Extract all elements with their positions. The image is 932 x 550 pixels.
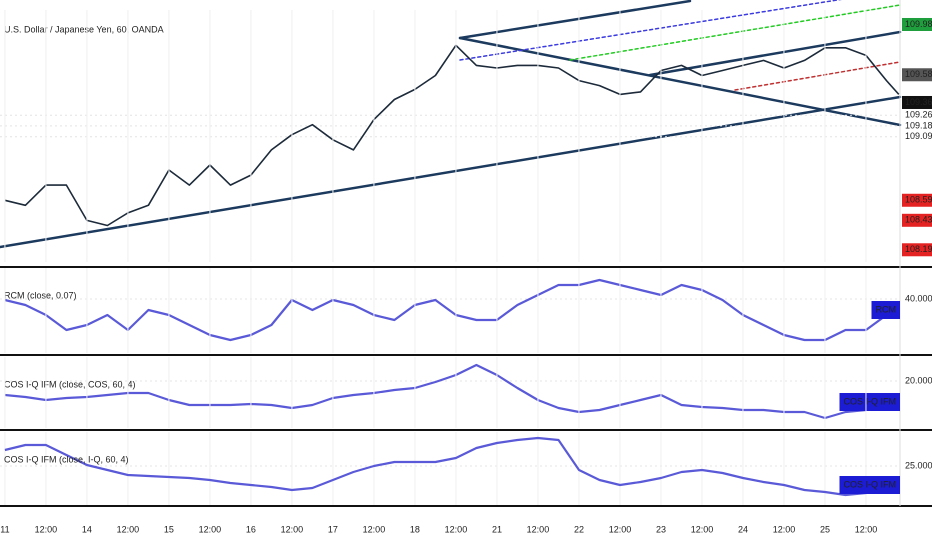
x-tick-label: 12:00 [527,524,550,534]
x-tick-label: 12:00 [609,524,632,534]
price-marker-box [902,17,932,31]
price-marker-label: 109.985 [905,19,932,29]
x-tick-label: 17 [328,524,338,534]
indicator-badge: COS I-Q IFM [839,393,900,411]
trend-line [648,30,902,77]
series-line [4,278,900,342]
x-tick-label: 16 [246,524,256,534]
y-tick-label: 109.18 [905,120,932,130]
price-marker-box [902,68,932,82]
x-tick-label: 12:00 [35,524,58,534]
indicator-badge: COS I-Q IFM [839,476,900,494]
price-marker-label: 108.197 [905,244,932,254]
badge-box [839,476,900,494]
pane-title: U.S. Dollar / Japanese Yen, 60, OANDA [4,24,164,34]
price-marker-label: 109.366 [905,97,932,107]
badge-label: RCM [876,304,897,314]
series-line [4,44,900,227]
x-tick-label: 12:00 [281,524,304,534]
price-marker-label: 108.431 [905,215,932,225]
badge-label: COS I-Q IFM [844,396,897,406]
fib-line [734,61,901,91]
trend-line [0,95,902,249]
trend-line [458,0,692,40]
x-tick-label: 12:00 [691,524,714,534]
x-tick-label: 18 [410,524,420,534]
price-marker-label: 109.586 [905,69,932,79]
y-tick-label: 109.094 [905,131,932,141]
x-tick-label: 12:00 [855,524,878,534]
badge-box [871,301,900,319]
x-tick-label: 22 [574,524,584,534]
price-marker-box [902,95,932,109]
pane-title: COS I-Q IFM (close, COS, 60, 4) [4,379,136,389]
series-line [4,363,900,420]
y-tick-label: 25.0000 [905,460,932,470]
x-tick-label: 12:00 [445,524,468,534]
badge-label: COS I-Q IFM [844,479,897,489]
x-tick-label: 15 [164,524,174,534]
x-tick-label: 25 [820,524,830,534]
x-tick-label: 14 [82,524,92,534]
y-tick-label: 20.0000 [905,375,932,385]
x-tick-label: 23 [656,524,666,534]
y-tick-label: 109.265 [905,110,932,120]
price-marker-box [902,213,932,227]
indicator-badge: RCM [871,301,900,319]
fib-line [459,0,842,61]
x-tick-label: 12:00 [117,524,140,534]
series-line [4,436,900,497]
price-marker-label: 108.59 [905,195,932,205]
x-tick-label: 12:00 [199,524,222,534]
price-marker-box [902,243,932,257]
y-tick-label: 40.0000 [905,293,932,303]
drawings [0,0,902,249]
badge-box [839,393,900,411]
trend-line [458,36,902,127]
x-tick-label: 21 [492,524,502,534]
x-tick-label: 24 [738,524,748,534]
price-marker-box [902,193,932,207]
x-tick-label: 12:00 [363,524,386,534]
pane-title: COS I-Q IFM (close, I-Q, 60, 4) [4,454,129,464]
x-tick-label: 11 [0,524,9,534]
pane-title: RCM (close, 0.07) [4,290,77,300]
fib-line [569,4,901,61]
x-tick-label: 12:00 [773,524,796,534]
